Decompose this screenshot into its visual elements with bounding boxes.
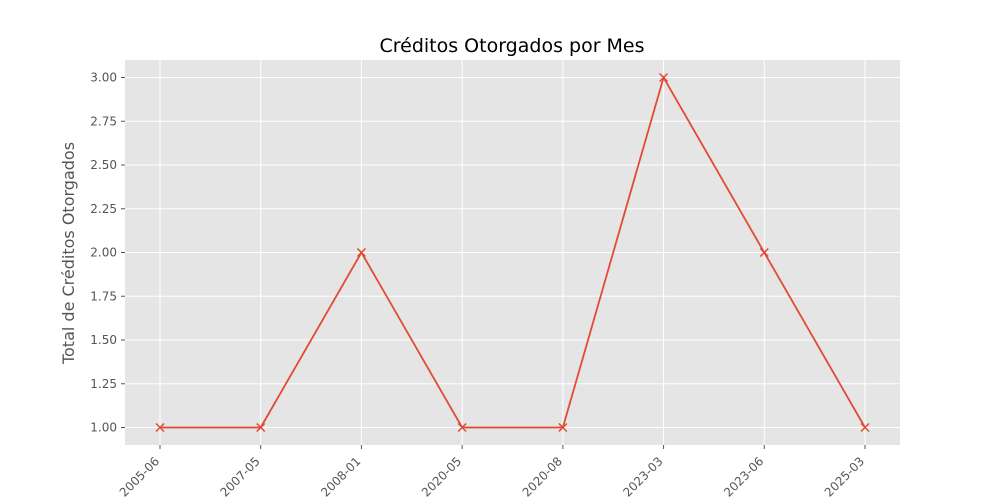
marker-stroke <box>457 422 467 433</box>
data-point <box>457 422 467 433</box>
marker-stroke <box>356 247 366 258</box>
marker-stroke <box>155 422 165 433</box>
y-tick-label: 2.25 <box>90 202 117 216</box>
y-axis: 1.00 1.25 1.50 1.75 2.00 2.25 2.50 2.75 3.00 <box>90 71 125 435</box>
y-tick-label: 1.75 <box>90 289 117 303</box>
y-tick-label: 3.00 <box>90 71 117 85</box>
chart-title: Créditos Otorgados por Mes <box>379 35 644 57</box>
x-tick-label: 2020-05 <box>419 454 464 499</box>
x-axis: 2005-06 2007-05 2008-01 2020-05 2020-08 2023-… <box>117 445 867 500</box>
x-tick-label: 2005-06 <box>117 454 162 499</box>
data-point <box>659 72 669 83</box>
marker-stroke <box>659 72 669 83</box>
x-tick-label: 2020-08 <box>520 454 565 499</box>
series-layer <box>155 72 870 433</box>
x-tick-label: 2025-03 <box>822 454 867 499</box>
data-point <box>356 247 366 258</box>
data-point <box>558 422 568 433</box>
x-tick-label: 2023-03 <box>620 454 665 499</box>
y-tick-label: 2.75 <box>90 114 117 128</box>
y-tick-label: 1.25 <box>90 377 117 391</box>
marker-stroke <box>256 422 266 433</box>
marker-stroke <box>558 422 568 433</box>
data-point <box>759 247 769 258</box>
y-tick-label: 1.50 <box>90 333 117 347</box>
x-tick-label: 2007-05 <box>217 454 262 499</box>
y-tick-label: 2.00 <box>90 246 117 260</box>
grid <box>125 60 900 445</box>
y-tick-label: 2.50 <box>90 158 117 172</box>
y-axis-label: Total de Créditos Otorgados <box>59 142 78 365</box>
data-point <box>155 422 165 433</box>
x-tick-label: 2023-06 <box>721 454 766 499</box>
marker-stroke <box>860 422 870 433</box>
y-tick-label: 1.00 <box>90 421 117 435</box>
x-tick-label: 2008-01 <box>318 454 363 499</box>
marker-stroke <box>759 247 769 258</box>
data-point <box>860 422 870 433</box>
data-point <box>256 422 266 433</box>
series-line <box>160 75 866 429</box>
